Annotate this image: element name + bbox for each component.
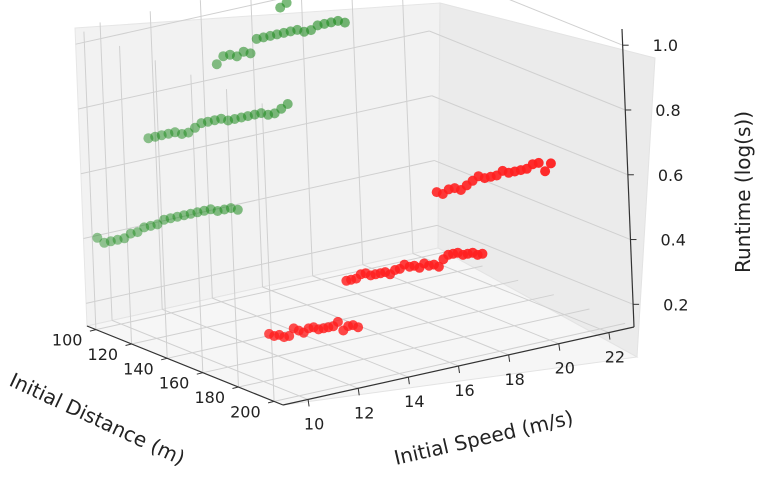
- z-axis-label: Runtime (log(s)): [731, 111, 755, 273]
- x-tick-mark: [89, 329, 97, 332]
- green-point: [211, 59, 222, 70]
- x-grid-line-wall: [261, 103, 275, 402]
- green-point: [105, 236, 116, 247]
- y-grid-line-wall: [351, 0, 364, 265]
- y-tick-label: 10: [304, 414, 324, 433]
- x-tick-label: 120: [88, 345, 119, 364]
- red-point: [433, 261, 444, 272]
- x-grid-line-wall: [154, 60, 168, 359]
- z-grid-line-right: [436, 224, 634, 305]
- grid-lines: [75, 0, 634, 402]
- y-grid-line-wall: [149, 11, 163, 310]
- red-point: [477, 248, 488, 259]
- z-axis-line: [621, 28, 635, 328]
- y-tick-mark: [357, 388, 360, 396]
- z-grid-line-right: [429, 30, 626, 111]
- z-tick-label: 0.2: [663, 295, 688, 314]
- z-grid-line-right: [431, 95, 629, 176]
- back-panes: [74, 2, 656, 406]
- green-point: [112, 234, 123, 245]
- data-points: [92, 0, 556, 343]
- x-grid-line-wall: [83, 31, 97, 330]
- y-grid-line-floor: [412, 253, 610, 334]
- x-tick-label: 160: [159, 374, 190, 393]
- y-grid-line-wall: [199, 0, 213, 299]
- x-grid-line-wall: [119, 45, 133, 344]
- x-tick-mark: [161, 357, 168, 361]
- green-point: [245, 48, 256, 59]
- x-tick-mark: [232, 386, 239, 390]
- green-point: [125, 228, 136, 239]
- y-grid-line-floor: [111, 319, 309, 400]
- y-axis-label: Initial Speed (m/s): [392, 405, 576, 470]
- y-tick-mark: [458, 365, 460, 374]
- z-grid-line-left: [78, 30, 430, 110]
- green-point: [99, 237, 110, 248]
- y-tick-mark: [307, 399, 310, 407]
- red-point: [545, 158, 556, 169]
- z-grid-line-left: [75, 0, 277, 45]
- z-tick-label: 0.8: [655, 101, 680, 120]
- y-tick-label: 20: [555, 359, 575, 378]
- y-grid-line-wall: [402, 0, 414, 254]
- y-grid-line-floor: [162, 308, 359, 389]
- x-tick-mark: [267, 400, 275, 404]
- z-grid-line-right: [509, 0, 623, 46]
- y-tick-mark: [508, 354, 511, 362]
- red-point: [540, 166, 551, 177]
- x-axis-line: [86, 325, 284, 406]
- y-grid-line-floor: [362, 264, 559, 345]
- green-point: [119, 233, 130, 244]
- y-tick-label: 22: [605, 348, 625, 367]
- z-grid-line-right: [434, 160, 631, 241]
- green-point: [92, 232, 103, 243]
- y-tick-label: 12: [354, 403, 374, 422]
- x-tick-mark: [196, 372, 203, 375]
- y-grid-line-floor: [212, 297, 409, 378]
- x-grid-line-wall: [225, 89, 239, 388]
- y-tick-mark: [407, 377, 410, 385]
- red-point: [533, 157, 544, 168]
- green-point: [281, 0, 292, 8]
- green-point: [339, 17, 350, 28]
- y-grid-line-wall: [99, 22, 113, 321]
- x-tick-label: 140: [123, 359, 154, 378]
- y-tick-mark: [608, 332, 611, 340]
- x-tick-label: 100: [52, 331, 83, 350]
- z-tick-label: 0.4: [660, 231, 685, 250]
- x-tick-label: 180: [194, 388, 225, 407]
- green-point: [282, 99, 293, 109]
- z-tick-label: 0.6: [658, 166, 683, 185]
- red-point: [284, 331, 295, 341]
- z-grid-line-left: [85, 224, 438, 304]
- y-grid-line-floor: [312, 275, 509, 356]
- green-point: [232, 204, 243, 215]
- z-grid-line-left: [80, 95, 432, 175]
- red-point: [353, 322, 364, 333]
- z-tick-label: 1.0: [653, 36, 678, 55]
- y-tick-mark: [558, 343, 561, 351]
- y-tick-label: 14: [404, 392, 424, 411]
- y-tick-label: 18: [504, 370, 524, 389]
- red-point: [332, 316, 343, 327]
- y-tick-label: 16: [454, 381, 474, 400]
- x-tick-mark: [125, 343, 132, 346]
- x-tick-label: 200: [230, 402, 261, 421]
